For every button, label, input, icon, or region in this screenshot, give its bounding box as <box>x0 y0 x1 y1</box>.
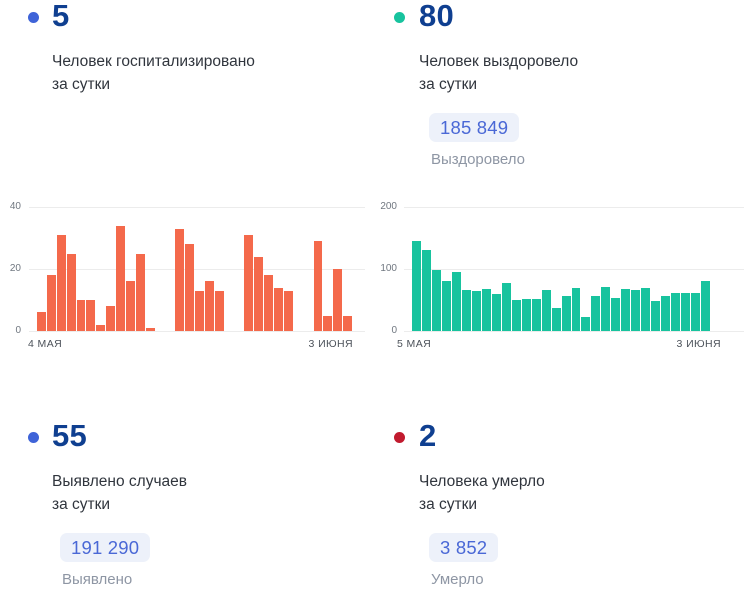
bar[interactable] <box>86 300 96 331</box>
bar[interactable] <box>561 296 571 331</box>
recovered-total-badge: 185 849 <box>429 113 520 142</box>
detected-bullet-icon <box>28 432 39 443</box>
hospitalized-title: Человек госпитализировано за сутки <box>52 53 255 93</box>
gridline <box>29 207 365 208</box>
bar[interactable] <box>501 282 511 331</box>
bar[interactable] <box>66 253 76 331</box>
bar[interactable] <box>333 269 343 331</box>
bar[interactable] <box>421 250 431 331</box>
hospitalized-value: 5 <box>52 0 70 33</box>
bar[interactable] <box>631 290 641 331</box>
gridline <box>404 269 744 270</box>
bar[interactable] <box>195 290 204 331</box>
bar[interactable] <box>661 296 671 331</box>
bar[interactable] <box>681 292 691 331</box>
bar[interactable] <box>274 287 283 331</box>
deaths-total-label: Умерло <box>431 571 484 588</box>
bar[interactable] <box>591 296 601 331</box>
panel-hospitalized: 5 Человек госпитализировано за сутки 40 … <box>0 0 373 400</box>
bar[interactable] <box>641 287 651 331</box>
bar[interactable] <box>431 270 441 331</box>
bar[interactable] <box>264 275 273 331</box>
bar[interactable] <box>106 306 115 331</box>
y-tick: 100 <box>380 263 397 274</box>
bar[interactable] <box>185 244 194 331</box>
recovered-bullet-icon <box>394 12 405 23</box>
bar[interactable] <box>116 225 125 331</box>
recovered-bars[interactable] <box>412 207 711 331</box>
detected-value: 55 <box>52 418 88 453</box>
y-tick: 0 <box>391 325 397 336</box>
bar[interactable] <box>214 290 224 331</box>
bar[interactable] <box>37 312 46 331</box>
bar[interactable] <box>471 290 481 331</box>
x-label-last: 3 ИЮНЯ <box>676 338 721 350</box>
gridline <box>404 207 744 208</box>
recovered-value: 80 <box>419 0 455 33</box>
gridline-baseline <box>29 331 365 332</box>
y-tick: 20 <box>9 263 21 274</box>
deaths-value: 2 <box>419 418 437 453</box>
bar[interactable] <box>521 299 531 331</box>
gridline <box>29 269 365 270</box>
bar[interactable] <box>451 271 461 331</box>
recovered-chart: 200 100 0 5 МАЯ 3 ИЮНЯ <box>373 0 747 400</box>
bar[interactable] <box>76 300 86 331</box>
panel-recovered: 80 Человек выздоровело за сутки 185 849 … <box>373 0 747 400</box>
bar[interactable] <box>481 288 491 331</box>
bar[interactable] <box>691 293 701 331</box>
bar[interactable] <box>135 253 145 331</box>
bar[interactable] <box>46 275 56 331</box>
bar[interactable] <box>701 281 711 331</box>
x-label-first: 5 МАЯ <box>397 338 432 350</box>
bar[interactable] <box>621 288 631 331</box>
hospitalized-bullet-icon <box>28 12 39 23</box>
bar[interactable] <box>551 308 561 331</box>
x-label-last: 3 ИЮНЯ <box>308 338 353 350</box>
bar[interactable] <box>244 234 254 331</box>
bar[interactable] <box>204 281 214 331</box>
bar[interactable] <box>96 324 106 331</box>
detected-total-badge: 191 290 <box>60 533 151 562</box>
bar[interactable] <box>145 327 155 331</box>
bar[interactable] <box>461 290 471 331</box>
hospitalized-chart: 40 20 0 4 МАЯ 3 ИЮНЯ <box>0 0 373 400</box>
x-label-first: 4 МАЯ <box>28 338 63 350</box>
bar[interactable] <box>541 289 551 331</box>
y-tick: 40 <box>9 201 21 212</box>
bar[interactable] <box>531 299 541 331</box>
y-tick: 200 <box>380 201 397 212</box>
bar[interactable] <box>56 234 66 331</box>
bar[interactable] <box>125 281 135 331</box>
bar[interactable] <box>601 287 611 331</box>
bar[interactable] <box>671 292 681 331</box>
bar[interactable] <box>511 300 521 331</box>
hospitalized-bars[interactable] <box>37 207 352 331</box>
bar[interactable] <box>571 288 581 331</box>
bar[interactable] <box>323 315 333 331</box>
bar[interactable] <box>254 256 264 331</box>
recovered-total-label: Выздоровело <box>431 151 526 168</box>
recovered-title: Человек выздоровело за сутки <box>419 53 579 93</box>
deaths-title: Человека умерло за сутки <box>419 473 545 513</box>
detected-title: Выявлено случаев за сутки <box>52 473 187 513</box>
y-tick: 0 <box>15 325 21 336</box>
bar[interactable] <box>491 293 501 331</box>
panel-deaths: 2 Человека умерло за сутки 3 852 Умерло <box>373 418 747 590</box>
bar[interactable] <box>651 300 661 331</box>
bar[interactable] <box>283 290 293 331</box>
deaths-bullet-icon <box>394 432 405 443</box>
detected-total-label: Выявлено <box>62 571 133 588</box>
bar[interactable] <box>412 241 421 331</box>
bar[interactable] <box>611 298 621 331</box>
bar[interactable] <box>343 315 352 331</box>
bar[interactable] <box>175 228 185 331</box>
bar[interactable] <box>581 317 591 331</box>
deaths-total-badge: 3 852 <box>429 533 499 562</box>
bar[interactable] <box>441 281 451 331</box>
bar[interactable] <box>313 241 323 331</box>
gridline-baseline <box>404 331 744 332</box>
panel-detected: 55 Выявлено случаев за сутки 191 290 Выя… <box>0 418 373 590</box>
